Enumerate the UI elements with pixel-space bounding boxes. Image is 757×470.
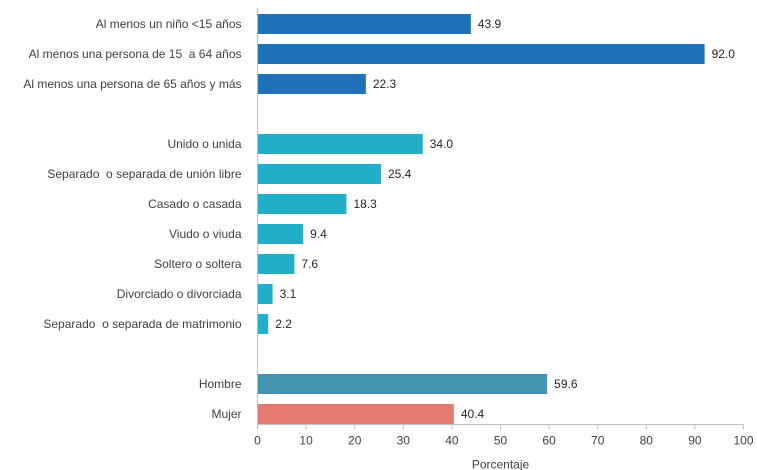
data-label: 34.0 bbox=[430, 137, 454, 151]
category-label: Al menos una persona de 65 años y más bbox=[23, 77, 241, 91]
x-tick-label: 10 bbox=[299, 434, 313, 448]
category-label: Al menos una persona de 15 a 64 años bbox=[29, 47, 242, 61]
data-label: 43.9 bbox=[478, 17, 502, 31]
category-label: Hombre bbox=[199, 377, 242, 391]
data-label: 7.6 bbox=[301, 257, 318, 271]
bar bbox=[257, 374, 548, 394]
bar bbox=[257, 164, 381, 184]
data-label: 9.4 bbox=[310, 227, 327, 241]
x-tick-label: 80 bbox=[640, 434, 654, 448]
data-label: 92.0 bbox=[712, 47, 736, 61]
data-label: 3.1 bbox=[280, 287, 297, 301]
bar bbox=[257, 44, 705, 64]
category-label: Soltero o soltera bbox=[154, 257, 242, 271]
data-label: 59.6 bbox=[554, 377, 578, 391]
bar bbox=[257, 404, 454, 424]
category-label: Divorciado o divorciada bbox=[117, 287, 242, 301]
x-tick-label: 60 bbox=[542, 434, 556, 448]
bar bbox=[257, 284, 273, 304]
bar bbox=[257, 224, 304, 244]
x-tick-label: 100 bbox=[733, 434, 753, 448]
category-label: Viudo o viuda bbox=[169, 227, 242, 241]
category-label: Separado o separada de matrimonio bbox=[43, 317, 241, 331]
x-tick-label: 50 bbox=[494, 434, 508, 448]
category-label: Mujer bbox=[211, 407, 241, 421]
data-label: 18.3 bbox=[353, 197, 377, 211]
x-tick-label: 90 bbox=[688, 434, 702, 448]
x-axis: 0 10 20 30 40 50 60 70 80 90 100 bbox=[254, 8, 754, 448]
bars-layer: Al menos un niño <15 años 43.9 Al menos un… bbox=[23, 14, 735, 424]
x-tick-label: 0 bbox=[254, 434, 261, 448]
x-tick-label: 40 bbox=[445, 434, 459, 448]
bar bbox=[257, 254, 295, 274]
bar bbox=[257, 314, 269, 334]
x-tick-label: 30 bbox=[397, 434, 411, 448]
bar bbox=[257, 134, 423, 154]
data-label: 40.4 bbox=[461, 407, 485, 421]
bar bbox=[257, 74, 366, 94]
data-label: 2.2 bbox=[275, 317, 292, 331]
category-label: Casado o casada bbox=[148, 197, 242, 211]
x-axis-title: Porcentaje bbox=[472, 458, 530, 470]
data-label: 25.4 bbox=[388, 167, 412, 181]
x-tick-label: 20 bbox=[348, 434, 362, 448]
data-label: 22.3 bbox=[373, 77, 397, 91]
category-label: Separado o separada de unión libre bbox=[47, 167, 241, 181]
category-label: Unido o unida bbox=[167, 137, 241, 151]
x-tick-label: 70 bbox=[591, 434, 605, 448]
bar bbox=[257, 14, 471, 34]
category-label: Al menos un niño <15 años bbox=[96, 17, 242, 31]
bar bbox=[257, 194, 347, 214]
